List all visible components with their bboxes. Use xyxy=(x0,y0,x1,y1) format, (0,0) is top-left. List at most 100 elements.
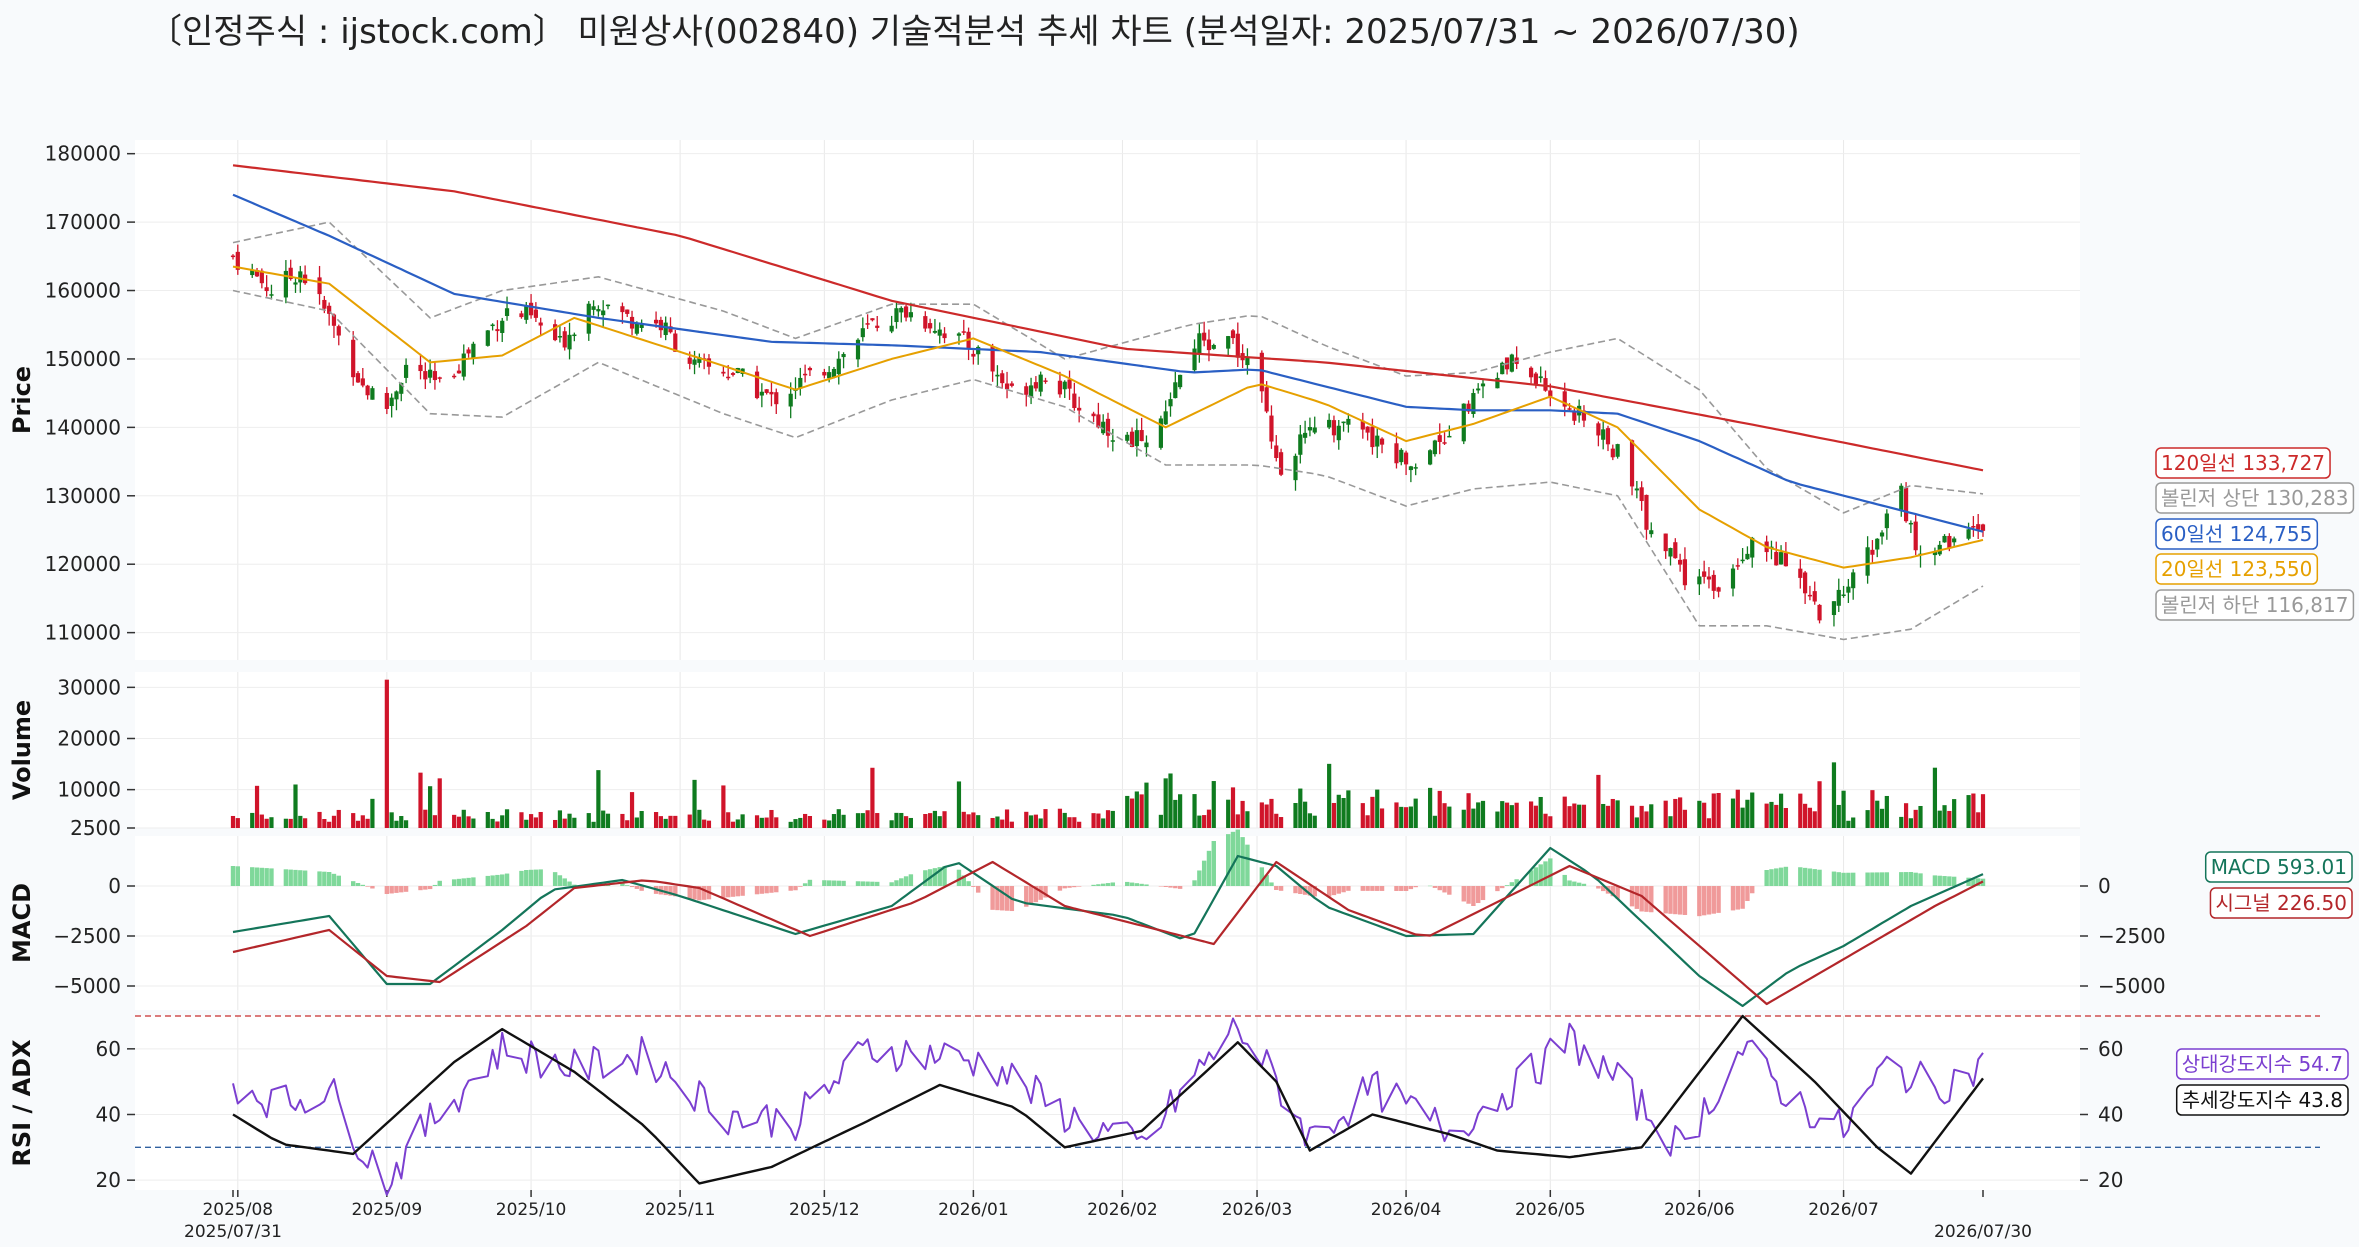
macd-histogram-bar xyxy=(259,867,265,886)
volume-bar xyxy=(370,798,375,828)
candle-body xyxy=(269,294,274,296)
macd-histogram-bar xyxy=(1576,882,1582,886)
candle-body xyxy=(1952,538,1957,543)
volume-bar xyxy=(1158,814,1163,828)
x-tick-label: 2025/07/31 xyxy=(184,1222,282,1242)
volume-bar xyxy=(1447,806,1452,828)
rsi-line xyxy=(232,1017,1984,1196)
volume-bar xyxy=(605,813,611,828)
macd-histogram-bar xyxy=(1173,886,1178,889)
volume-bar xyxy=(831,814,837,828)
candle-body xyxy=(1307,427,1313,431)
macd-histogram-bar xyxy=(1951,876,1957,886)
candle-body xyxy=(500,320,505,333)
macd-histogram-bar xyxy=(1769,869,1774,886)
candle-body xyxy=(961,331,966,333)
macd-histogram-bar xyxy=(552,872,558,886)
macd-histogram-bar xyxy=(1495,886,1500,892)
volume-bar xyxy=(1235,814,1240,828)
volume-bar xyxy=(360,815,365,828)
rsi-y-tick-label: 20 xyxy=(96,1168,121,1192)
macd-histogram-bar xyxy=(451,879,457,886)
volume-bar xyxy=(230,815,236,828)
x-tick-label: 2026/01 xyxy=(938,1200,1009,1220)
macd-histogram-bar xyxy=(423,886,428,890)
candle-body xyxy=(1966,529,1971,539)
volume-bar xyxy=(899,812,904,828)
candle-body xyxy=(1245,357,1250,366)
volume-bar xyxy=(428,786,433,828)
volume-bar xyxy=(836,809,841,828)
volume-bar xyxy=(264,818,269,828)
candle-body xyxy=(903,306,909,318)
candle-body xyxy=(322,299,327,309)
candle-body xyxy=(1644,494,1649,530)
candle-body xyxy=(1442,442,1447,444)
macd-histogram-bar xyxy=(250,867,255,886)
macd-histogram-bar xyxy=(1812,869,1817,886)
candle-body xyxy=(995,374,1000,377)
ma20-line xyxy=(232,265,1984,569)
macd-histogram-bar xyxy=(418,886,423,891)
volume-bar xyxy=(365,818,370,828)
volume-bar xyxy=(1375,789,1380,828)
volume-bar xyxy=(894,812,899,828)
candle-body xyxy=(1663,533,1668,552)
macd-histogram-bar xyxy=(1096,884,1101,886)
candle-body xyxy=(1932,551,1938,556)
macd-histogram-bar xyxy=(1341,886,1346,893)
candle-body xyxy=(759,391,764,396)
volume-bar xyxy=(601,810,606,828)
macd-histogram-bar xyxy=(1682,886,1688,915)
macd-histogram-bar xyxy=(1375,886,1380,891)
volume-bar xyxy=(1644,811,1649,828)
candle-body xyxy=(1538,376,1543,379)
macd-histogram-bar xyxy=(293,869,298,886)
candle-body xyxy=(653,319,659,324)
panel-price-background xyxy=(135,140,2080,660)
volume-bar xyxy=(1932,767,1938,828)
macd-histogram-bar xyxy=(1134,883,1140,886)
candle-body xyxy=(870,318,875,321)
volume-bar xyxy=(1139,794,1144,828)
volume-bar xyxy=(1884,795,1889,828)
macd-histogram-bar xyxy=(1225,834,1231,886)
volume-bar xyxy=(1750,792,1755,828)
candle-body xyxy=(1057,380,1063,395)
candle-body xyxy=(822,371,827,376)
macd-histogram-bar xyxy=(1817,869,1822,886)
macd-histogram-bar xyxy=(889,882,894,886)
candle-body xyxy=(456,370,462,374)
volume-bar xyxy=(1057,808,1063,828)
candle-body xyxy=(831,368,837,378)
candle-body xyxy=(1000,373,1005,384)
bollinger-lower-line xyxy=(232,289,1984,641)
candle-body xyxy=(1841,594,1846,596)
volume-bar xyxy=(860,813,865,828)
candle-body xyxy=(1831,601,1837,616)
volume-bar xyxy=(1408,806,1413,828)
candle-body xyxy=(437,377,442,379)
macd-histogram-bar xyxy=(1091,884,1096,886)
volume-bar xyxy=(1312,815,1317,828)
macd-histogram-bar xyxy=(1000,886,1005,911)
candle-body xyxy=(572,334,577,337)
volume-bar xyxy=(1331,802,1337,828)
volume-bar xyxy=(625,820,630,828)
candle-body xyxy=(836,358,841,375)
macd-histogram-bar xyxy=(1543,861,1548,886)
macd-histogram-bar xyxy=(1740,886,1745,909)
macd-histogram-bar xyxy=(1024,886,1029,907)
candle-body xyxy=(1298,434,1303,455)
candle-body xyxy=(533,309,538,318)
volume-bar xyxy=(1293,803,1298,828)
macd-histogram-bar xyxy=(1245,844,1250,886)
volume-bar xyxy=(1706,818,1712,828)
macd-histogram-bar xyxy=(572,884,577,886)
volume-bar xyxy=(1976,812,1981,828)
volume-bar xyxy=(932,810,938,828)
macd-histogram-bar xyxy=(1408,886,1414,890)
candle-body xyxy=(673,333,678,352)
macd-histogram-bar xyxy=(1307,886,1313,896)
volume-bar xyxy=(1538,796,1543,828)
